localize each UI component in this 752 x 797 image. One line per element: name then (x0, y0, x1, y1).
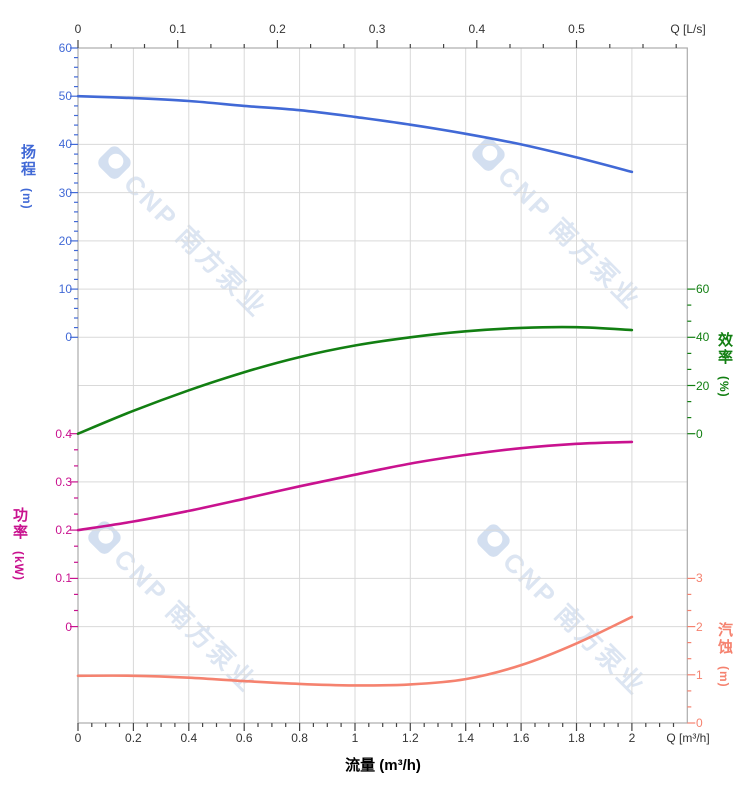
head-curve (76, 94, 634, 174)
npsh-curve (76, 615, 634, 687)
top-axis-ticks (77, 40, 677, 48)
grid-lines (78, 48, 688, 723)
bottom-axis-ticks (77, 723, 675, 731)
efficiency-curve (76, 325, 634, 435)
efficiency-axis-ticks (687, 288, 696, 435)
npsh-axis-ticks (687, 577, 696, 724)
power-axis-ticks (70, 433, 78, 628)
head-axis-ticks (70, 47, 78, 338)
power-curve (76, 440, 634, 532)
